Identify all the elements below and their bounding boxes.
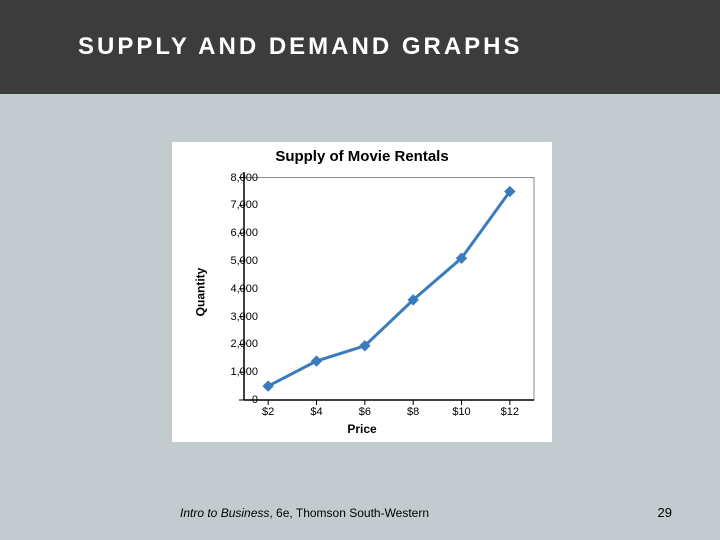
supply-chart: Supply of Movie Rentals Quantity Price 0… (172, 142, 552, 442)
ytick-label: 2,000 (208, 338, 258, 350)
chart-svg (244, 172, 534, 400)
ytick-label: 6,000 (208, 227, 258, 239)
page-title: SUPPLY AND DEMAND GRAPHS (78, 33, 523, 61)
chart-title: Supply of Movie Rentals (172, 148, 552, 165)
xtick-label: $10 (442, 406, 482, 418)
ytick-label: 4,000 (208, 283, 258, 295)
ytick-label: 8,000 (208, 172, 258, 184)
xtick-label: $2 (248, 406, 288, 418)
ytick-label: 1,000 (208, 366, 258, 378)
title-bar: SUPPLY AND DEMAND GRAPHS (0, 0, 720, 94)
ytick-label: 3,000 (208, 311, 258, 323)
ytick-label: 5,000 (208, 255, 258, 267)
footer-source: Intro to Business, 6e, Thomson South-Wes… (180, 506, 429, 520)
xtick-label: $12 (490, 406, 530, 418)
xtick-label: $8 (393, 406, 433, 418)
chart-plot-area (244, 172, 534, 400)
xtick-label: $4 (297, 406, 337, 418)
footer-source-rest: , 6e, Thomson South-Western (269, 506, 429, 520)
chart-xlabel: Price (172, 422, 552, 436)
page-number: 29 (658, 505, 672, 520)
footer-source-italic: Intro to Business (180, 506, 269, 520)
chart-ylabel: Quantity (193, 268, 207, 317)
ytick-label: 0 (208, 394, 258, 406)
xtick-label: $6 (345, 406, 385, 418)
ytick-label: 7,000 (208, 199, 258, 211)
